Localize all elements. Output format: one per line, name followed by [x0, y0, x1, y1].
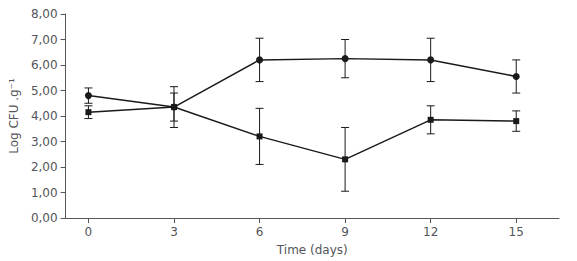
- svg-text:5,00: 5,00: [31, 84, 58, 98]
- svg-text:0,00: 0,00: [31, 211, 58, 225]
- svg-text:9: 9: [341, 225, 349, 239]
- svg-text:Log CFU .g⁻¹: Log CFU .g⁻¹: [7, 78, 21, 154]
- svg-text:1,00: 1,00: [31, 186, 58, 200]
- svg-text:2,00: 2,00: [31, 160, 58, 174]
- svg-text:15: 15: [509, 225, 524, 239]
- svg-text:4,00: 4,00: [31, 109, 58, 123]
- svg-text:6,00: 6,00: [31, 58, 58, 72]
- svg-text:3,00: 3,00: [31, 135, 58, 149]
- svg-text:7,00: 7,00: [31, 33, 58, 47]
- svg-text:3: 3: [170, 225, 178, 239]
- svg-text:8,00: 8,00: [31, 7, 58, 21]
- svg-text:6: 6: [256, 225, 264, 239]
- svg-text:12: 12: [423, 225, 438, 239]
- svg-text:0: 0: [85, 225, 93, 239]
- svg-text:Time (days): Time (days): [276, 243, 348, 257]
